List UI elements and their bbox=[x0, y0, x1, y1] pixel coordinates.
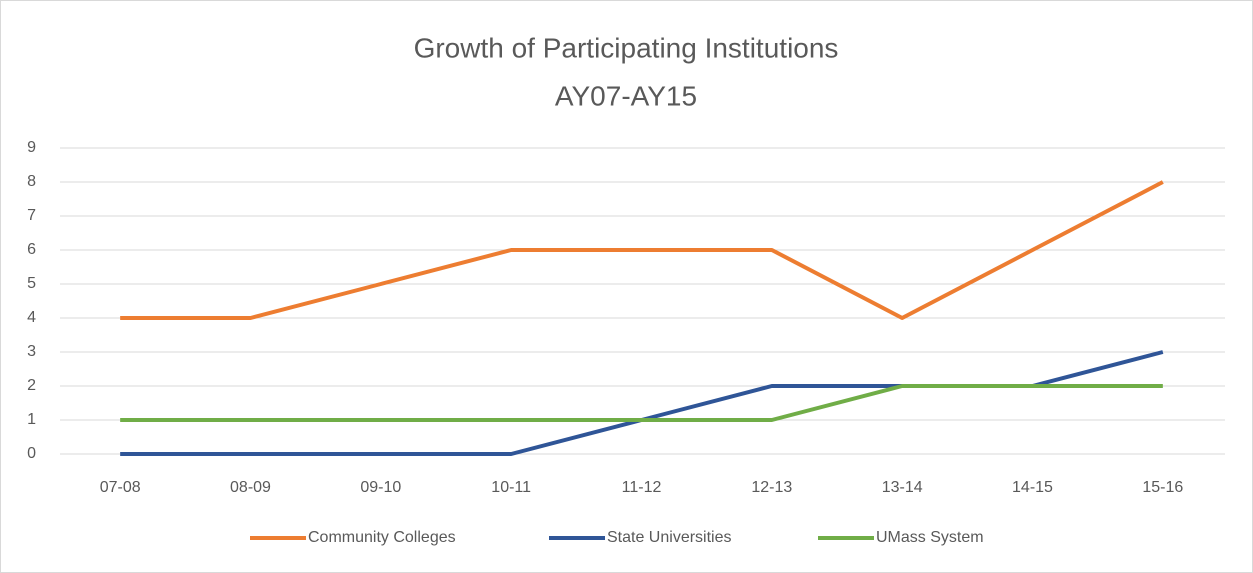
y-tick-label: 4 bbox=[27, 309, 36, 326]
legend-label: State Universities bbox=[607, 529, 732, 546]
y-tick-label: 7 bbox=[27, 207, 36, 224]
x-tick-label: 07-08 bbox=[100, 479, 141, 496]
y-tick-label: 0 bbox=[27, 445, 36, 462]
y-tick-label: 2 bbox=[27, 377, 36, 394]
legend-label: Community Colleges bbox=[308, 529, 456, 546]
x-tick-label: 11-12 bbox=[622, 479, 662, 496]
legend-label: UMass System bbox=[876, 529, 984, 546]
y-tick-label: 9 bbox=[27, 139, 36, 156]
series-line bbox=[120, 180, 1164, 320]
chart-subtitle: AY07-AY15 bbox=[555, 80, 697, 111]
x-tick-label: 13-14 bbox=[882, 479, 923, 496]
x-tick-label: 12-13 bbox=[751, 479, 792, 496]
x-tick-label: 15-16 bbox=[1142, 479, 1183, 496]
x-tick-label: 14-15 bbox=[1012, 479, 1053, 496]
x-tick-label: 10-11 bbox=[491, 479, 531, 496]
y-tick-label: 3 bbox=[27, 343, 36, 360]
series-line bbox=[120, 384, 1163, 422]
chart-title: Growth of Participating Institutions bbox=[414, 32, 839, 63]
x-tick-label: 09-10 bbox=[360, 479, 401, 496]
y-tick-label: 1 bbox=[27, 411, 36, 428]
x-tick-label: 08-09 bbox=[230, 479, 271, 496]
y-tick-label: 6 bbox=[27, 241, 36, 258]
y-tick-label: 5 bbox=[27, 275, 36, 292]
y-tick-label: 8 bbox=[27, 173, 36, 190]
